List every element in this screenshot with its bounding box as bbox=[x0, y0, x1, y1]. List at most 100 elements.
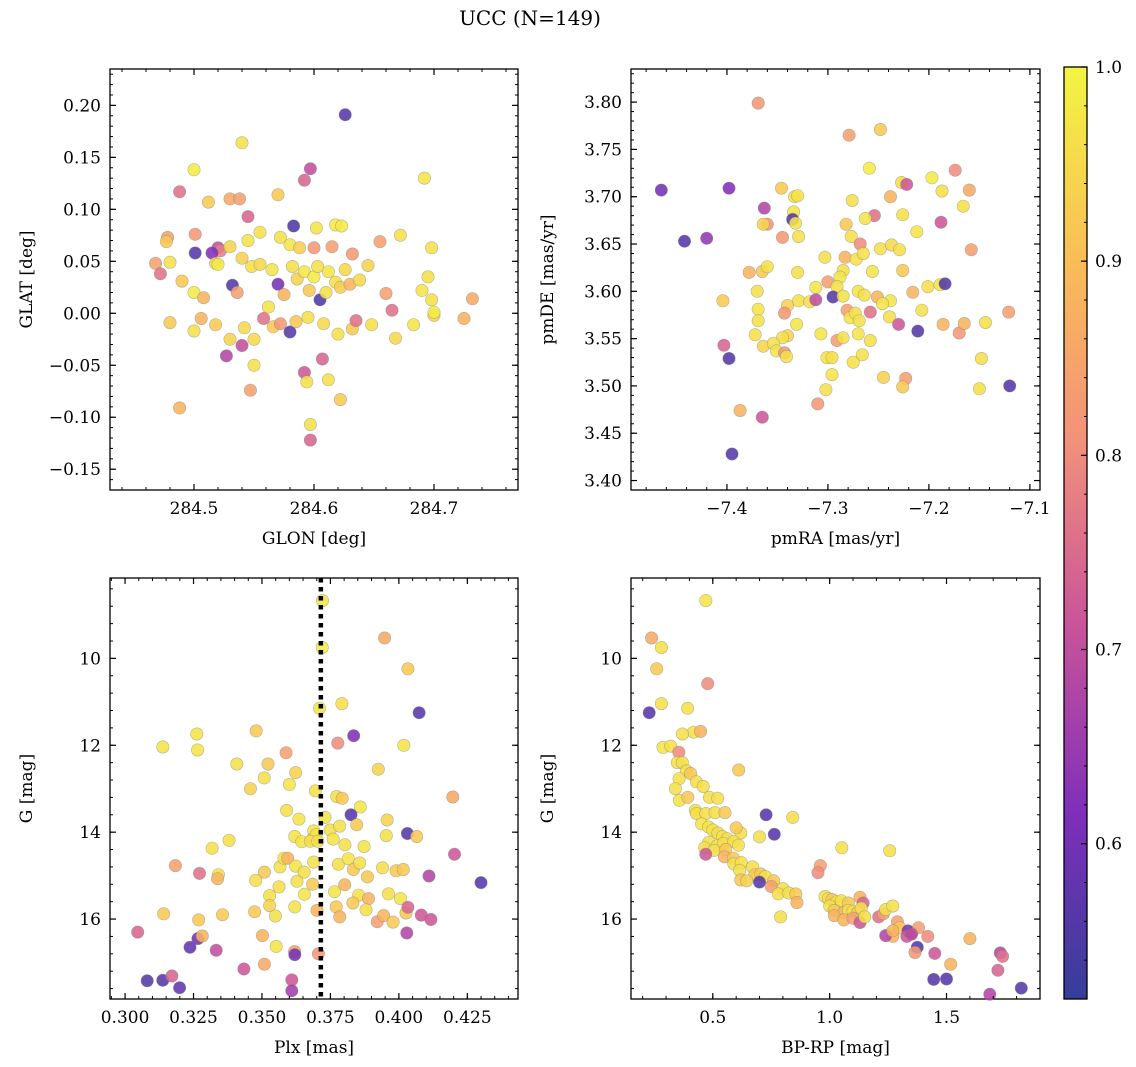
data-point bbox=[194, 311, 208, 325]
data-point bbox=[308, 784, 322, 798]
x-tick-label: 284.6 bbox=[290, 499, 339, 519]
data-point bbox=[790, 895, 804, 909]
data-point bbox=[346, 896, 360, 910]
data-point bbox=[249, 873, 263, 887]
data-point bbox=[857, 288, 871, 302]
y-axis-label: pmDE [mas/yr] bbox=[538, 214, 558, 344]
data-point bbox=[289, 766, 303, 780]
data-point bbox=[774, 910, 788, 924]
data-point bbox=[219, 349, 233, 363]
data-point bbox=[751, 314, 765, 328]
data-point bbox=[341, 852, 355, 866]
scatter-points bbox=[131, 594, 488, 998]
data-point bbox=[696, 779, 710, 793]
data-point bbox=[273, 230, 287, 244]
data-point bbox=[257, 311, 271, 325]
data-point bbox=[873, 123, 887, 137]
data-point bbox=[789, 216, 803, 230]
x-axis-label: pmRA [mas/yr] bbox=[771, 529, 900, 549]
data-point bbox=[209, 318, 223, 332]
data-point bbox=[425, 241, 439, 255]
data-point bbox=[699, 847, 713, 861]
data-point bbox=[896, 208, 910, 222]
colorbar-gradient bbox=[1063, 66, 1088, 1000]
y-tick-label: 3.60 bbox=[584, 282, 622, 302]
data-point bbox=[893, 243, 907, 257]
x-tick-label: 0.300 bbox=[101, 1008, 150, 1028]
data-point bbox=[297, 173, 311, 187]
data-point bbox=[422, 869, 436, 883]
data-point bbox=[963, 932, 977, 946]
data-point bbox=[331, 857, 345, 871]
y-tick-label: 0.20 bbox=[63, 96, 101, 116]
data-point bbox=[842, 128, 856, 142]
data-point bbox=[319, 285, 333, 299]
data-point bbox=[701, 677, 715, 691]
data-point bbox=[948, 163, 962, 177]
data-point bbox=[465, 292, 479, 306]
data-point bbox=[410, 829, 424, 843]
data-point bbox=[293, 241, 307, 255]
data-point bbox=[235, 338, 249, 352]
data-point bbox=[315, 352, 329, 366]
data-point bbox=[173, 401, 187, 415]
data-point bbox=[326, 832, 340, 846]
data-point bbox=[863, 305, 877, 319]
data-point bbox=[353, 273, 367, 287]
data-point bbox=[165, 969, 179, 983]
data-point bbox=[883, 190, 897, 204]
data-point bbox=[344, 808, 358, 822]
axis-ticks bbox=[110, 578, 518, 999]
y-tick-label: 3.40 bbox=[584, 472, 622, 492]
data-point bbox=[421, 270, 435, 284]
data-point bbox=[335, 791, 349, 805]
data-point bbox=[858, 212, 872, 226]
data-point bbox=[244, 782, 258, 796]
data-point bbox=[756, 217, 770, 231]
data-point bbox=[964, 243, 978, 257]
panel-glon-glat: 284.5 284.6 284.7 −0.15 −0.10 −0.05 0.00 0.05 0.… bbox=[17, 68, 519, 549]
data-point bbox=[271, 188, 285, 202]
data-point bbox=[359, 903, 373, 917]
data-point bbox=[237, 962, 251, 976]
data-point bbox=[338, 263, 352, 277]
data-point bbox=[751, 302, 765, 316]
data-point bbox=[774, 181, 788, 195]
data-point bbox=[371, 762, 385, 776]
x-tick-label: 1.0 bbox=[816, 1008, 843, 1028]
colorbar: 0.6 0.7 0.8 0.9 1.0 bbox=[1063, 58, 1122, 1000]
data-point bbox=[886, 899, 900, 913]
data-point bbox=[786, 810, 800, 824]
y-tick-label: 3.45 bbox=[584, 424, 622, 444]
data-point bbox=[811, 397, 825, 411]
y-tick-label: 0.10 bbox=[63, 200, 101, 220]
data-point bbox=[1003, 379, 1017, 393]
data-point bbox=[393, 228, 407, 242]
data-point bbox=[412, 706, 426, 720]
y-axis-label: GLAT [deg] bbox=[17, 230, 37, 328]
panel-bprp-g: 0.5 1.0 1.5 10 12 14 16 BP-RP [mag] G [mag] bbox=[538, 577, 1041, 1058]
data-point bbox=[760, 260, 774, 274]
data-point bbox=[263, 899, 277, 913]
data-point bbox=[302, 283, 316, 297]
data-point bbox=[791, 265, 805, 279]
data-point bbox=[927, 972, 941, 986]
data-point bbox=[740, 874, 754, 888]
data-point bbox=[819, 383, 833, 397]
y-tick-label: −0.10 bbox=[49, 408, 101, 428]
data-point bbox=[731, 838, 745, 852]
data-point bbox=[972, 382, 986, 396]
data-point bbox=[325, 240, 339, 254]
data-point bbox=[222, 833, 236, 847]
data-point bbox=[722, 351, 736, 365]
data-point bbox=[400, 926, 414, 940]
data-point bbox=[307, 855, 321, 869]
data-point bbox=[261, 757, 275, 771]
data-point bbox=[188, 246, 202, 260]
data-point bbox=[373, 235, 387, 249]
data-point bbox=[303, 417, 317, 431]
data-point bbox=[896, 263, 910, 277]
data-point bbox=[241, 210, 255, 224]
data-point bbox=[333, 819, 347, 833]
data-point bbox=[892, 317, 906, 331]
